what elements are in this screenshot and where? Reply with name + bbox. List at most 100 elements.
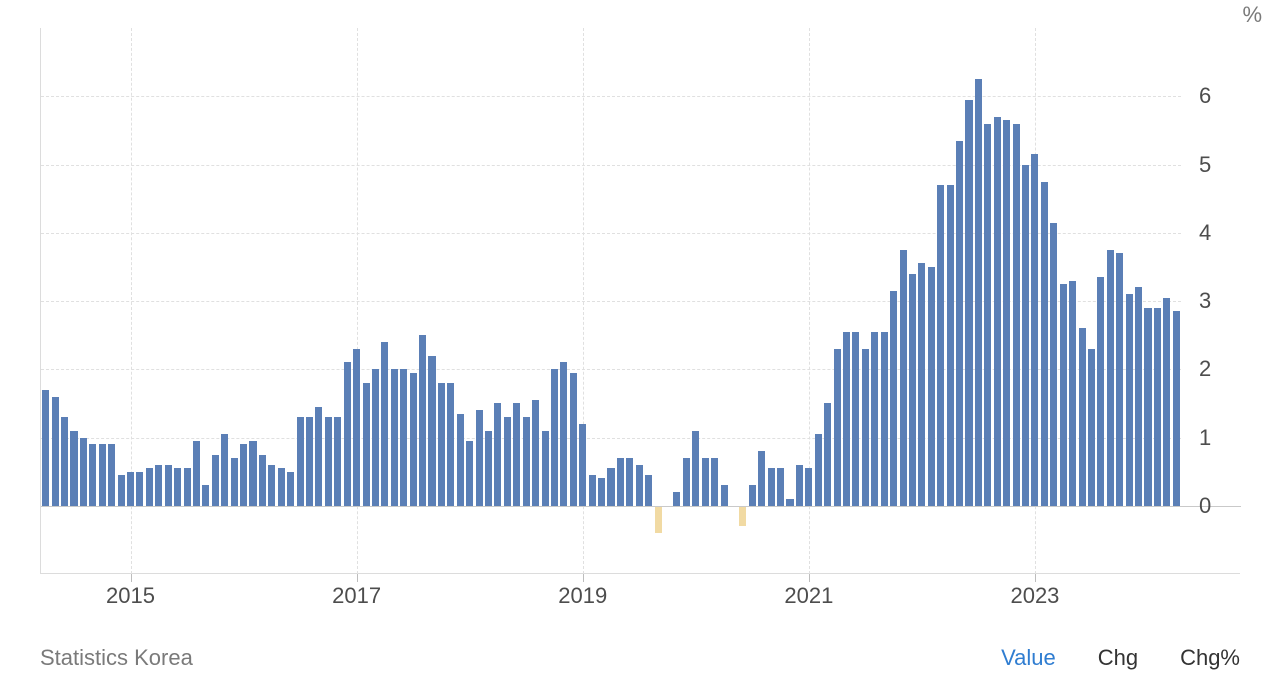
- bar: [956, 141, 963, 506]
- y-tick-label: 1: [1199, 425, 1211, 451]
- source-label: Statistics Korea: [40, 645, 193, 671]
- bar: [928, 267, 935, 506]
- bar: [155, 465, 162, 506]
- y-tick-label: 0: [1199, 493, 1211, 519]
- zero-baseline: [41, 506, 1241, 507]
- x-tick-mark: [1035, 574, 1036, 582]
- bar: [447, 383, 454, 506]
- bar: [249, 441, 256, 506]
- bar: [391, 369, 398, 506]
- bar: [42, 390, 49, 506]
- plot-area-outer: 012345620152017201920212023: [40, 28, 1240, 574]
- bar: [240, 444, 247, 505]
- bar: [1088, 349, 1095, 506]
- bar: [655, 506, 662, 533]
- y-tick-label: 5: [1199, 152, 1211, 178]
- bar: [871, 332, 878, 506]
- bar: [268, 465, 275, 506]
- bar: [184, 468, 191, 506]
- bar: [786, 499, 793, 506]
- bar: [334, 417, 341, 506]
- x-tick-label: 2021: [784, 583, 833, 609]
- bar: [80, 438, 87, 506]
- bar: [136, 472, 143, 506]
- y-tick-label: 4: [1199, 220, 1211, 246]
- bar: [947, 185, 954, 506]
- bar: [476, 410, 483, 506]
- metric-tabs: Value Chg Chg%: [1001, 645, 1240, 671]
- bar: [1041, 182, 1048, 506]
- bar: [692, 431, 699, 506]
- bar: [428, 356, 435, 506]
- bar: [673, 492, 680, 506]
- bar: [278, 468, 285, 506]
- bar: [231, 458, 238, 506]
- bar: [852, 332, 859, 506]
- bar: [965, 100, 972, 506]
- bar: [212, 455, 219, 506]
- bar: [70, 431, 77, 506]
- bar: [344, 362, 351, 505]
- bar: [466, 441, 473, 506]
- x-tick-label: 2017: [332, 583, 381, 609]
- bar: [118, 475, 125, 506]
- bar: [1031, 154, 1038, 505]
- bar: [881, 332, 888, 506]
- bar: [438, 383, 445, 506]
- tab-value[interactable]: Value: [1001, 645, 1056, 671]
- bar: [174, 468, 181, 506]
- chart-footer: Statistics Korea Value Chg Chg%: [40, 645, 1240, 671]
- plot-area: [41, 28, 1181, 574]
- bar: [165, 465, 172, 506]
- bar: [975, 79, 982, 506]
- bar: [994, 117, 1001, 506]
- bar: [683, 458, 690, 506]
- chart-container: % 012345620152017201920212023 Statistics…: [0, 0, 1280, 689]
- y-axis-unit-label: %: [1242, 2, 1262, 28]
- bar: [1079, 328, 1086, 505]
- bar: [1107, 250, 1114, 506]
- bar: [146, 468, 153, 506]
- x-tick-mark: [809, 574, 810, 582]
- bar: [598, 478, 605, 505]
- bar: [1135, 287, 1142, 505]
- bar: [325, 417, 332, 506]
- bar: [1144, 308, 1151, 506]
- bar: [372, 369, 379, 506]
- bar: [504, 417, 511, 506]
- bar: [542, 431, 549, 506]
- bar: [1069, 281, 1076, 506]
- bar: [739, 506, 746, 526]
- x-tick-label: 2015: [106, 583, 155, 609]
- bar: [99, 444, 106, 505]
- bar: [626, 458, 633, 506]
- bar: [579, 424, 586, 506]
- bar: [815, 434, 822, 506]
- bar: [890, 291, 897, 506]
- bar: [1116, 253, 1123, 506]
- bar: [607, 468, 614, 506]
- bar: [523, 417, 530, 506]
- x-tick-label: 2019: [558, 583, 607, 609]
- tab-chg-pct[interactable]: Chg%: [1180, 645, 1240, 671]
- bar: [570, 373, 577, 506]
- bar: [400, 369, 407, 506]
- bar: [900, 250, 907, 506]
- bar: [768, 468, 775, 506]
- bar: [410, 373, 417, 506]
- bar: [796, 465, 803, 506]
- x-tick-mark: [357, 574, 358, 582]
- bar: [1050, 223, 1057, 506]
- bar: [843, 332, 850, 506]
- bar: [1163, 298, 1170, 506]
- bar: [636, 465, 643, 506]
- bar: [221, 434, 228, 506]
- tab-chg[interactable]: Chg: [1098, 645, 1138, 671]
- bar: [1126, 294, 1133, 506]
- bar: [645, 475, 652, 506]
- y-tick-label: 6: [1199, 83, 1211, 109]
- bar: [834, 349, 841, 506]
- bar: [862, 349, 869, 506]
- bar: [824, 403, 831, 505]
- x-tick-label: 2023: [1010, 583, 1059, 609]
